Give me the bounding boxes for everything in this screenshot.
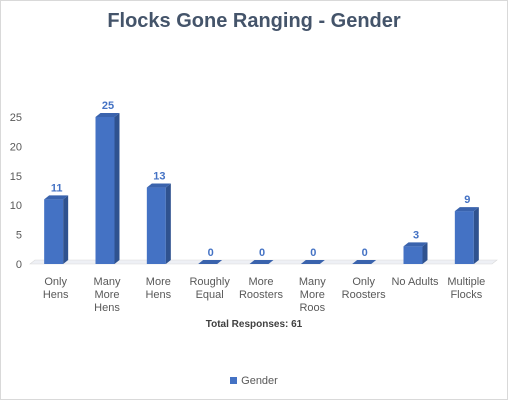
x-tick-label: Roosters — [239, 289, 284, 301]
bar-side — [473, 207, 479, 264]
bar-top — [403, 242, 428, 247]
bar-top — [352, 260, 377, 264]
bar — [44, 199, 64, 264]
legend: Gender — [0, 375, 508, 387]
y-tick-label: 0 — [16, 259, 22, 271]
bar-side — [63, 195, 69, 264]
x-tick-label: No Adults — [391, 276, 439, 288]
x-tick-label: Many — [299, 276, 326, 288]
x-tick-label: Hens — [145, 289, 171, 301]
bar-top — [44, 195, 69, 200]
bar-top — [198, 260, 223, 264]
x-tick-label: Roosters — [342, 289, 387, 301]
y-tick-label: 5 — [16, 230, 22, 242]
x-tick-label: Roos — [299, 302, 325, 314]
bar-side — [422, 242, 428, 264]
y-tick-label: 15 — [10, 171, 22, 183]
bar — [95, 117, 115, 264]
bar-side — [165, 183, 171, 264]
y-tick-label: 20 — [10, 141, 22, 153]
x-tick-label: Flocks — [450, 289, 482, 301]
data-label: 0 — [208, 247, 214, 259]
bar-top — [95, 113, 120, 117]
bar-top — [454, 207, 479, 212]
bar-top — [146, 183, 171, 188]
x-tick-label: Multiple — [447, 276, 485, 288]
bar-side — [114, 113, 120, 264]
x-tick-label: Hens — [94, 302, 120, 314]
data-label: 0 — [310, 247, 316, 259]
x-tick-label: More — [300, 289, 325, 301]
legend-label: Gender — [241, 375, 278, 387]
chart-title: Flocks Gone Ranging - Gender — [107, 10, 401, 32]
x-tick-label: Only — [44, 276, 67, 288]
data-label: 25 — [102, 100, 114, 112]
bar-top — [249, 260, 274, 264]
data-label: 9 — [464, 194, 470, 206]
x-tick-label: Equal — [196, 289, 224, 301]
x-tick-label: More — [94, 289, 119, 301]
data-label: 0 — [259, 247, 265, 259]
data-label: 0 — [362, 247, 368, 259]
x-tick-label: Roughly — [189, 276, 230, 288]
total-responses-note: Total Responses: 61 — [206, 319, 303, 330]
x-tick-label: Hens — [43, 289, 69, 301]
y-tick-label: 25 — [10, 112, 22, 124]
legend-swatch — [230, 377, 238, 384]
bar — [403, 246, 423, 264]
bar-top — [300, 260, 325, 264]
x-tick-label: More — [146, 276, 171, 288]
bar — [146, 187, 166, 264]
x-tick-label: More — [248, 276, 273, 288]
x-tick-label: Many — [94, 276, 121, 288]
y-tick-label: 10 — [10, 200, 22, 212]
data-label: 13 — [153, 171, 165, 183]
bar — [454, 211, 474, 264]
data-label: 3 — [413, 229, 419, 241]
x-tick-label: Only — [352, 276, 375, 288]
data-label: 11 — [51, 182, 63, 194]
